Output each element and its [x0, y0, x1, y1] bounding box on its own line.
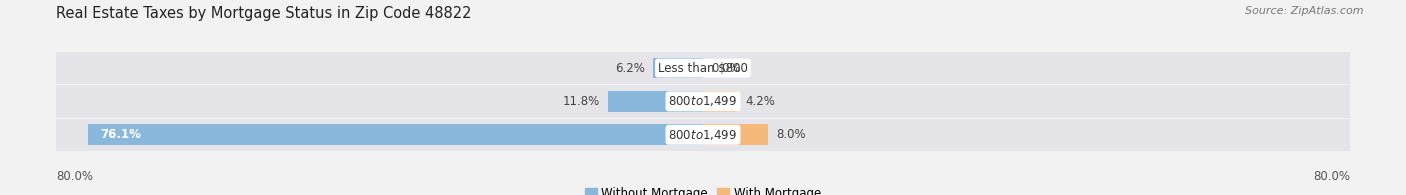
Text: $800 to $1,499: $800 to $1,499 [668, 94, 738, 108]
Text: 4.2%: 4.2% [745, 95, 775, 108]
Legend: Without Mortgage, With Mortgage: Without Mortgage, With Mortgage [581, 183, 825, 195]
Bar [703, 91, 737, 112]
Text: 0.0%: 0.0% [711, 62, 741, 74]
Text: Less than $800: Less than $800 [658, 62, 748, 74]
Text: 76.1%: 76.1% [100, 128, 141, 141]
Bar [56, 119, 1350, 151]
Text: 11.8%: 11.8% [562, 95, 599, 108]
Bar [56, 85, 1350, 118]
Text: $800 to $1,499: $800 to $1,499 [668, 128, 738, 142]
Text: 80.0%: 80.0% [56, 170, 93, 183]
Bar [652, 58, 703, 78]
Text: 6.2%: 6.2% [614, 62, 645, 74]
Bar [607, 91, 703, 112]
Text: 8.0%: 8.0% [776, 128, 806, 141]
Text: Source: ZipAtlas.com: Source: ZipAtlas.com [1246, 6, 1364, 16]
Text: Real Estate Taxes by Mortgage Status in Zip Code 48822: Real Estate Taxes by Mortgage Status in … [56, 6, 472, 21]
Bar [703, 124, 768, 145]
Bar [56, 52, 1350, 84]
Text: 80.0%: 80.0% [1313, 170, 1350, 183]
Bar [87, 124, 703, 145]
